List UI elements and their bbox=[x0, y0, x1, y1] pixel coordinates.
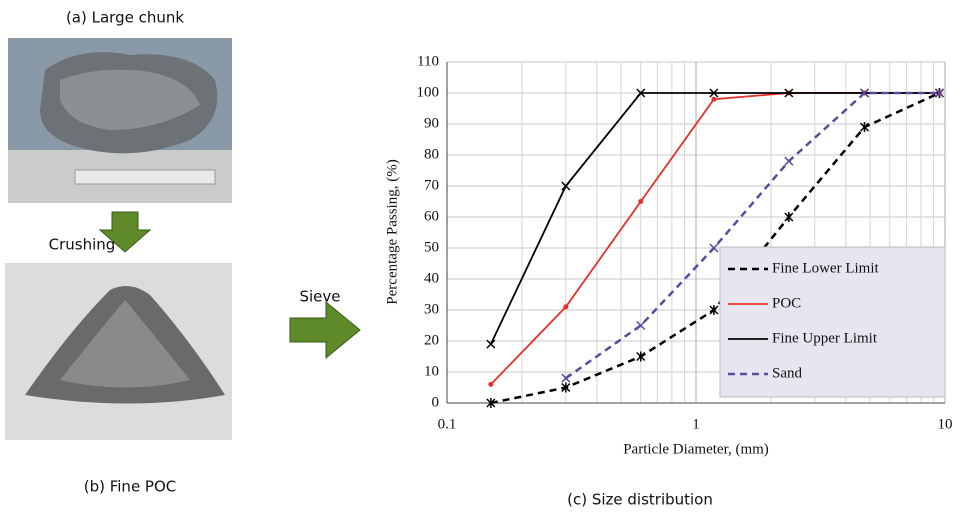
marker bbox=[859, 122, 870, 133]
marker bbox=[638, 199, 644, 204]
marker bbox=[561, 373, 571, 383]
marker-dot bbox=[488, 381, 494, 387]
y-tick-label: 40 bbox=[424, 270, 439, 286]
legend-label: Sand bbox=[772, 365, 803, 381]
legend-label: Fine Upper Limit bbox=[772, 330, 878, 346]
panel-label: (a) Large chunk bbox=[66, 9, 184, 27]
photo-fine-poc bbox=[5, 263, 232, 440]
marker bbox=[561, 181, 571, 191]
marker bbox=[711, 96, 717, 102]
y-tick-label: 60 bbox=[424, 208, 439, 224]
legend-label: POC bbox=[772, 295, 801, 311]
marker-dot bbox=[711, 96, 717, 102]
marker-dot bbox=[563, 304, 569, 310]
y-tick-label: 10 bbox=[424, 363, 439, 379]
photo-large-chunk bbox=[8, 38, 232, 203]
legend: Fine Lower Limit POC Fine Upper Limit Sand bbox=[719, 246, 946, 398]
y-tick-label: 70 bbox=[424, 177, 439, 193]
step-label: Crushing bbox=[49, 236, 116, 254]
marker bbox=[561, 382, 571, 393]
legend-box bbox=[719, 246, 946, 398]
marker bbox=[934, 88, 944, 98]
x-axis-label: Particle Diameter, (mm) bbox=[623, 441, 769, 457]
marker-stroke bbox=[561, 181, 571, 191]
marker bbox=[486, 398, 496, 408]
y-tick-label: 110 bbox=[417, 53, 439, 69]
marker-stroke bbox=[784, 88, 794, 98]
marker-stroke bbox=[636, 320, 646, 331]
marker-stroke bbox=[709, 88, 719, 98]
marker-stroke bbox=[859, 88, 870, 98]
marker-stroke bbox=[934, 88, 944, 98]
marker bbox=[784, 156, 794, 166]
y-tick-label: 20 bbox=[424, 332, 439, 348]
marker bbox=[859, 88, 870, 98]
x-tick-label: 10 bbox=[938, 416, 953, 432]
y-axis-label: Percentage Passing, (%) bbox=[384, 159, 400, 304]
arrow-down bbox=[98, 211, 152, 253]
panel-label: (b) Fine POC bbox=[84, 478, 177, 496]
marker bbox=[709, 243, 719, 253]
marker bbox=[636, 320, 646, 331]
marker bbox=[709, 305, 719, 315]
y-tick-label: 0 bbox=[432, 394, 440, 410]
marker-stroke bbox=[561, 373, 571, 383]
y-tick-label: 100 bbox=[417, 84, 440, 100]
marker-stroke bbox=[784, 156, 794, 166]
marker bbox=[486, 339, 496, 349]
y-tick-label: 90 bbox=[424, 115, 439, 131]
x-tick-label: 0.1 bbox=[438, 416, 457, 432]
marker-dot bbox=[638, 199, 644, 204]
marker-stroke bbox=[636, 88, 646, 98]
marker-stroke bbox=[709, 243, 719, 253]
marker bbox=[488, 381, 494, 387]
arrow-right bbox=[289, 300, 361, 360]
marker bbox=[784, 88, 794, 98]
marker bbox=[709, 88, 719, 98]
step-label: Sieve bbox=[299, 288, 340, 306]
legend-label: Fine Lower Limit bbox=[772, 260, 879, 276]
series-line bbox=[565, 91, 940, 380]
marker bbox=[636, 88, 646, 98]
marker-stroke bbox=[486, 339, 496, 349]
marker bbox=[784, 212, 794, 222]
y-tick-label: 50 bbox=[424, 239, 439, 255]
marker bbox=[636, 351, 646, 362]
marker bbox=[563, 304, 569, 310]
y-tick-label: 80 bbox=[424, 146, 439, 162]
y-tick-label: 30 bbox=[424, 301, 439, 317]
panel-label: (c) Size distribution bbox=[567, 491, 713, 509]
x-tick-label: 1 bbox=[692, 416, 700, 432]
